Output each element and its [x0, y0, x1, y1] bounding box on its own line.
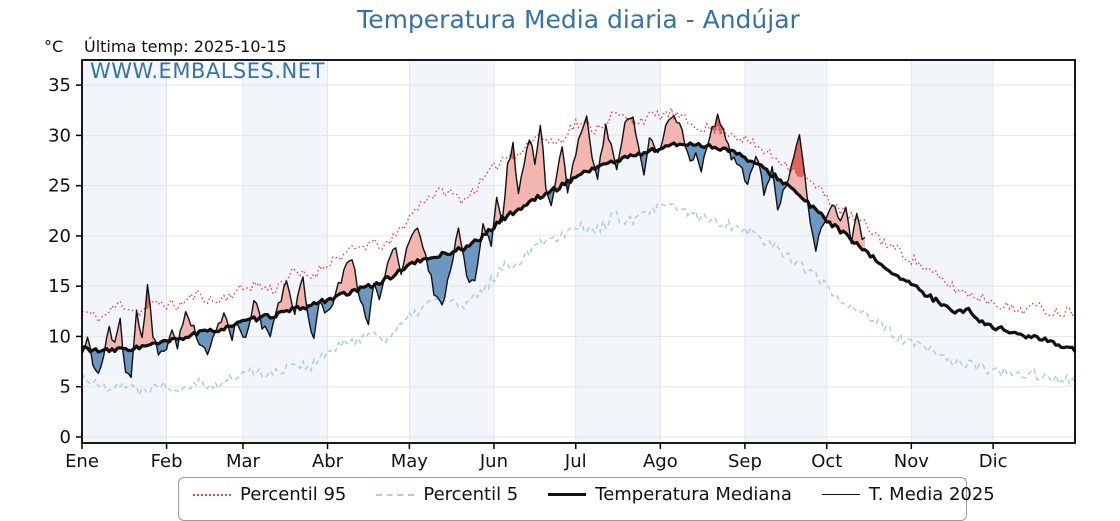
- legend-item-percentil-5: Percentil 5: [376, 484, 518, 505]
- month-band-mar: [242, 60, 328, 443]
- month-band-jul: [575, 60, 661, 443]
- dashed-line-swatch: [376, 493, 415, 496]
- y-axis-unit-label: °C: [44, 37, 64, 56]
- t-media-2025-line: [81, 113, 866, 379]
- y-tick-label: 10: [48, 326, 71, 347]
- y-tick-label: 25: [48, 176, 71, 197]
- last-temp-annotation: Última temp: 2025-10-15: [84, 37, 287, 56]
- legend: Percentil 95 Percentil 5 Temperatura Med…: [178, 477, 995, 521]
- month-band-nov: [911, 60, 994, 443]
- percentil-95-line: [81, 105, 1076, 324]
- x-tick-label: Oct: [811, 451, 842, 472]
- x-tick-label: Abr: [312, 451, 344, 472]
- legend-label-percentil-5: Percentil 5: [423, 484, 519, 505]
- x-tick-label: Nov: [894, 451, 929, 472]
- x-tick-label: Ene: [65, 451, 99, 472]
- month-band-sep: [744, 60, 827, 443]
- x-tick-label: Mar: [226, 451, 261, 472]
- legend-label-percentil-95: Percentil 95: [240, 484, 347, 505]
- x-tick-label: Jul: [564, 451, 587, 472]
- y-tick-label: 35: [48, 75, 71, 96]
- watermark: WWW.EMBALSES.NET: [90, 59, 325, 83]
- percentil-5-line: [81, 202, 1076, 398]
- temperatura-mediana-line: [81, 141, 1077, 354]
- x-tick-label: Ago: [643, 451, 678, 472]
- y-tick-label: 15: [48, 276, 71, 297]
- legend-item-mediana: Temperatura Mediana: [548, 484, 792, 505]
- legend-label-t-media-2025: T. Media 2025: [868, 484, 995, 505]
- x-tick-label: Dic: [979, 451, 1008, 472]
- month-band-ene: [82, 60, 167, 443]
- y-tick-label: 0: [60, 427, 71, 448]
- thin-line-swatch: [821, 494, 860, 495]
- chart-title: Temperatura Media diaria - Andújar: [357, 5, 800, 34]
- plot-area: 0 5 10 15 20 25 30 35 Ene Feb Mar Abr May Jun Jul Ago Se…: [48, 59, 1077, 472]
- thick-line-swatch: [548, 493, 587, 496]
- legend-label-mediana: Temperatura Mediana: [595, 484, 792, 505]
- y-tick-label: 5: [60, 377, 71, 398]
- x-tick-label: Sep: [728, 451, 762, 472]
- area-below-median: [82, 142, 865, 378]
- x-tick-label: May: [391, 451, 429, 472]
- y-tick-label: 20: [48, 226, 71, 247]
- y-tick-label: 30: [48, 125, 71, 146]
- legend-item-percentil-95: Percentil 95: [193, 484, 346, 505]
- legend-item-t-media-2025: T. Media 2025: [821, 484, 995, 505]
- x-tick-label: Feb: [151, 451, 183, 472]
- plot-frame: [81, 59, 1076, 444]
- x-tick-label: Jun: [479, 451, 508, 472]
- dotted-line-swatch: [193, 493, 231, 496]
